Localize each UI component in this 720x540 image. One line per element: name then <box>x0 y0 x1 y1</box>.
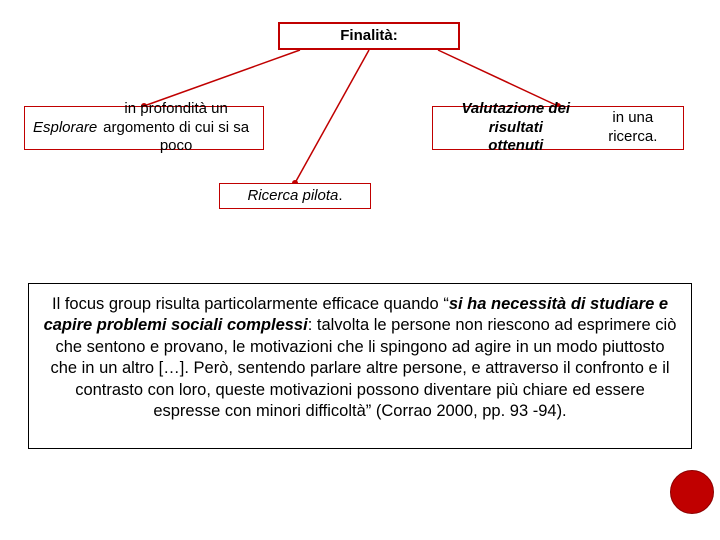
corner-decorative-circle <box>670 470 714 514</box>
box-paragraph: Il focus group risulta particolarmente e… <box>28 283 692 449</box>
box-ricerca-pilota: Ricerca pilota. <box>219 183 371 209</box>
box-esplorare: Esplorare in profondità unargomento di c… <box>24 106 264 150</box>
box-finalita: Finalità: <box>278 22 460 50</box>
box-valutazione: Valutazione dei risultatiottenuti in una… <box>432 106 684 150</box>
connector-lines <box>0 0 720 540</box>
